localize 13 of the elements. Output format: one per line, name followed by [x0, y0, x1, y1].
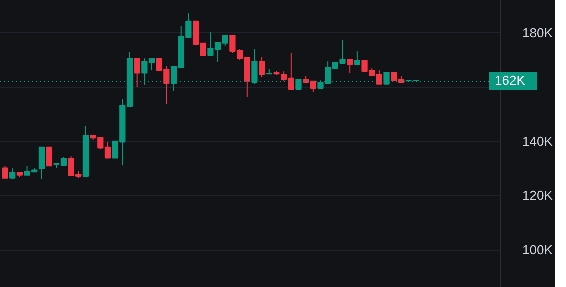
candlestick	[134, 58, 140, 88]
candlestick	[2, 166, 8, 179]
candlestick	[347, 59, 354, 74]
candlestick	[258, 57, 266, 78]
candlestick	[10, 168, 16, 180]
y-tick-label: 100K	[522, 242, 554, 258]
candlestick	[46, 146, 52, 167]
candlestick	[38, 146, 46, 180]
ref-line-label: 162K	[495, 72, 526, 90]
y-tick-label: 180K	[522, 25, 554, 40]
y-tick-label: 120K	[522, 188, 554, 204]
candlestick	[354, 51, 360, 66]
y-tick-label: 140K	[522, 134, 554, 149]
